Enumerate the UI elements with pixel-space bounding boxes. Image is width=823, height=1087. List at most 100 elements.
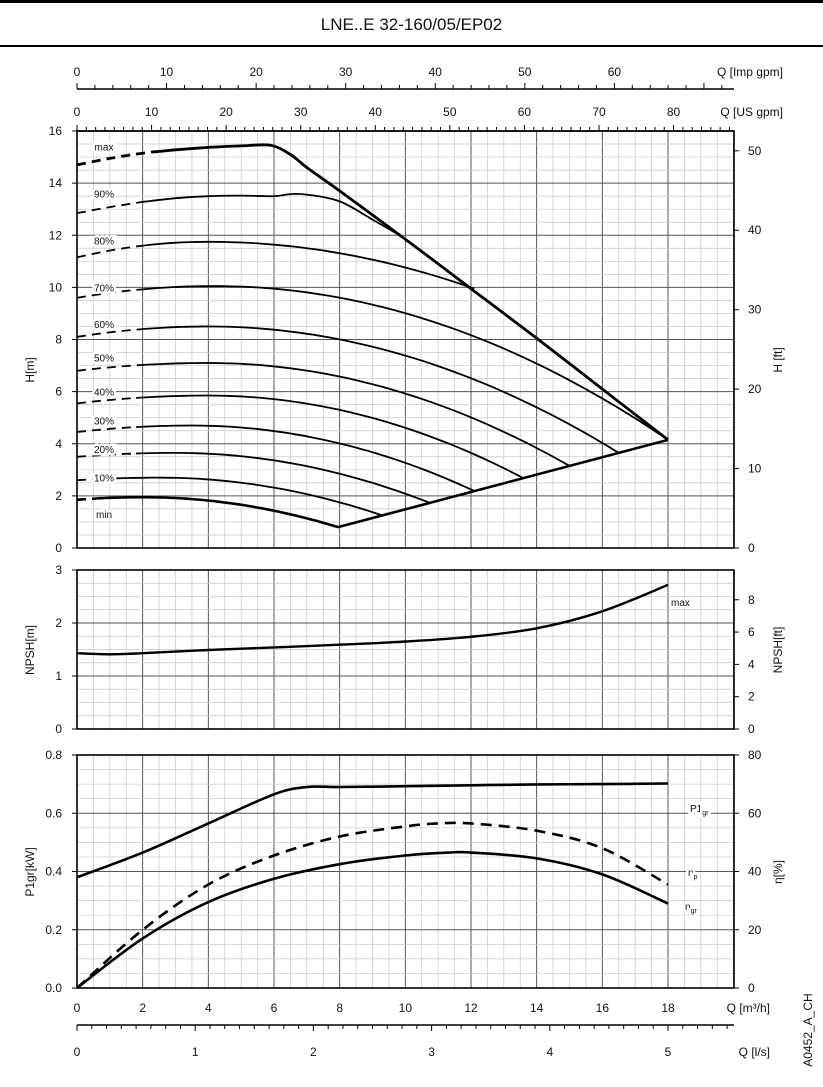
- us-gpm-axis-tick-label: 60: [518, 105, 532, 119]
- q-m3h-tick-label: 12: [464, 1001, 478, 1015]
- npsh-ft-tick-label: 4: [748, 657, 755, 671]
- eta-tick-label: 80: [748, 748, 762, 762]
- head-curve-max-dashed: [76, 150, 160, 167]
- npsh-ft-tick-label: 0: [748, 722, 755, 736]
- chart-title: LNE..E 32-160/05/EP02: [320, 15, 503, 34]
- h-m-tick-label: 2: [55, 489, 62, 503]
- head-curve-90-dashed: [76, 200, 146, 214]
- head-curve-60: [141, 325, 620, 454]
- h-ft-tick-label: 20: [748, 382, 762, 396]
- imp-gpm-axis-tick-label: 40: [429, 65, 443, 79]
- p1-axis-title: P1gr[kW]: [23, 847, 37, 896]
- min-boundary-line: [337, 438, 669, 529]
- speed-label: 80%: [94, 236, 114, 247]
- npsh-curve-label: max: [671, 598, 690, 609]
- q-ls-tick-label: 1: [192, 1045, 199, 1059]
- head-curve-min: [96, 495, 339, 529]
- head-curve-40: [136, 394, 524, 479]
- head-curve-10-dashed: [76, 477, 118, 482]
- imp-gpm-axis-tick-label: 60: [608, 65, 622, 79]
- q-ls-tick-label: 5: [665, 1045, 672, 1059]
- speed-label: 90%: [94, 190, 114, 201]
- eta-tick-label: 0: [748, 981, 755, 995]
- h-ft-tick-label: 30: [748, 303, 762, 317]
- npsh-ft-tick-label: 2: [748, 690, 755, 704]
- h-m-tick-label: 16: [49, 124, 63, 138]
- npsh-m-tick-label: 1: [55, 669, 62, 683]
- h-m-tick-label: 10: [49, 280, 63, 294]
- speed-label: 50%: [94, 354, 114, 365]
- q-m3h-tick-label: 4: [205, 1001, 212, 1015]
- npsh-m-axis-title: NPSH[m]: [23, 625, 37, 675]
- q-ls-unit-label: Q [l/s]: [739, 1045, 770, 1059]
- h-m-tick-label: 0: [55, 541, 62, 555]
- curve-P1gr: [76, 782, 669, 879]
- head-curve-min-dashed: [76, 497, 97, 502]
- curve-label-ηgr: ηgr: [685, 902, 697, 915]
- q-ls-tick-label: 4: [546, 1045, 553, 1059]
- h-m-tick-label: 12: [49, 228, 63, 242]
- head-curve-max: [158, 143, 669, 441]
- q-m3h-tick-label: 0: [74, 1001, 81, 1015]
- imp-gpm-axis-unit-label: Q [Imp gpm]: [717, 65, 783, 79]
- speed-label: 10%: [94, 474, 114, 485]
- speed-label: max: [95, 143, 114, 154]
- curve-ηp: [76, 821, 669, 989]
- head-curve-30-dashed: [76, 426, 137, 433]
- head-curve-40-dashed: [76, 397, 137, 405]
- h-m-tick-label: 4: [55, 437, 62, 451]
- document-code: A0452_A_CH: [801, 993, 815, 1066]
- head-curve-80-dashed: [76, 244, 143, 259]
- npsh-m-tick-label: 0: [55, 722, 62, 736]
- speed-label: 40%: [94, 388, 114, 399]
- us-gpm-axis-unit-label: Q [US gpm]: [720, 105, 783, 119]
- eta-axis-title: η[%]: [771, 860, 785, 884]
- h-m-tick-label: 6: [55, 385, 62, 399]
- h-ft-tick-label: 0: [748, 541, 755, 555]
- q-m3h-tick-label: 10: [399, 1001, 413, 1015]
- p1-kw-tick-label: 0.4: [45, 865, 62, 879]
- q-m3h-tick-label: 16: [596, 1001, 610, 1015]
- head-curve-50: [142, 362, 570, 467]
- us-gpm-axis-tick-label: 40: [369, 105, 383, 119]
- q-ls-tick-label: 2: [310, 1045, 317, 1059]
- h-ft-tick-label: 40: [748, 223, 762, 237]
- h-m-axis-title: H[m]: [23, 357, 37, 382]
- curve-ηgr: [76, 850, 669, 990]
- us-gpm-axis-tick-label: 80: [667, 105, 681, 119]
- us-gpm-axis-tick-label: 30: [294, 105, 308, 119]
- h-m-tick-label: 14: [49, 176, 63, 190]
- p1-kw-tick-label: 0.8: [45, 748, 62, 762]
- head-curve-90: [142, 192, 403, 238]
- us-gpm-axis-tick-label: 50: [443, 105, 457, 119]
- curve-label-ηp: ηp: [688, 868, 698, 881]
- eta-tick-label: 60: [748, 806, 762, 820]
- speed-label: 20%: [94, 445, 114, 456]
- head-curve-50-dashed: [76, 364, 143, 372]
- q-ls-tick-label: 3: [428, 1045, 435, 1059]
- p1-kw-tick-label: 0.6: [45, 806, 62, 820]
- h-m-tick-label: 8: [55, 333, 62, 347]
- q-m3h-tick-label: 2: [139, 1001, 146, 1015]
- q-m3h-tick-label: 14: [530, 1001, 544, 1015]
- imp-gpm-axis-tick-label: 30: [339, 65, 353, 79]
- npsh-ft-tick-label: 6: [748, 625, 755, 639]
- us-gpm-axis-tick-label: 70: [592, 105, 606, 119]
- p1-kw-tick-label: 0.0: [45, 981, 62, 995]
- h-ft-tick-label: 10: [748, 462, 762, 476]
- curve-label-P1gr: P1gr: [690, 804, 709, 817]
- p1-kw-tick-label: 0.2: [45, 923, 62, 937]
- us-gpm-axis-tick-label: 10: [145, 105, 159, 119]
- q-m3h-tick-label: 6: [271, 1001, 278, 1015]
- q-ls-tick-label: 0: [74, 1045, 81, 1059]
- imp-gpm-axis-tick-label: 50: [518, 65, 532, 79]
- speed-label: 30%: [94, 416, 114, 427]
- npsh-ft-axis-title: NPSH[ft]: [771, 627, 785, 674]
- npsh-m-tick-label: 2: [55, 616, 62, 630]
- plot-frame: [76, 569, 735, 730]
- q-m3h-tick-label: 8: [336, 1001, 343, 1015]
- chart-header: LNE..E 32-160/05/EP02: [0, 0, 823, 47]
- q-m3h-tick-label: 18: [661, 1001, 675, 1015]
- eta-tick-label: 40: [748, 865, 762, 879]
